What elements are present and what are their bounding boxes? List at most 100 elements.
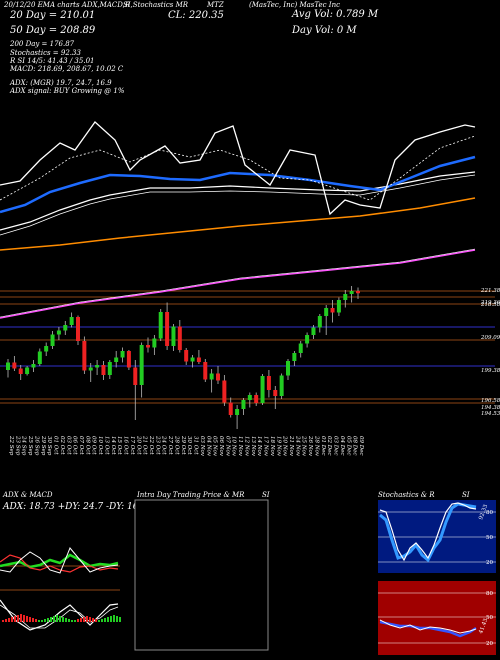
- candle-body: [317, 316, 322, 328]
- date-tick-label: 08 Dec: [352, 436, 358, 456]
- ema50-label: 50 Day = 208.89: [10, 25, 96, 36]
- date-tick-label: 25 Sep: [27, 435, 33, 456]
- date-tick-label: 10 Oct: [97, 436, 103, 455]
- candle-body: [133, 367, 138, 385]
- header-title-mid: SI,Stochastics MR: [123, 1, 189, 9]
- candle-body: [184, 350, 189, 362]
- candle-body: [279, 375, 284, 396]
- date-tick-label: 03 Nov: [199, 436, 205, 457]
- intraday-si: SI: [262, 491, 270, 499]
- candle-body: [12, 362, 17, 369]
- date-tick-label: 24 Nov: [294, 435, 300, 457]
- candle-body: [241, 400, 246, 409]
- date-tick-label: 28 Oct: [173, 435, 179, 455]
- date-tick-label: 02 Oct: [59, 436, 65, 455]
- date-tick-label: 06 Nov: [218, 436, 224, 457]
- day-vol-label: Day Vol: 0 M: [292, 25, 357, 36]
- macd-histogram-bar: [17, 615, 19, 622]
- macd-histogram-bar: [80, 618, 82, 622]
- adx-line: [0, 547, 119, 574]
- macd-histogram-bar: [26, 616, 28, 622]
- ema200-shadow-line: [0, 248, 476, 318]
- date-tick-label: 30 Oct: [186, 436, 192, 455]
- date-tick-label: 04 Dec: [339, 436, 345, 456]
- macd-histogram-bar: [68, 619, 70, 622]
- adx-macd-title: ADX & MACD: [3, 491, 53, 499]
- candle-body: [146, 345, 150, 348]
- price-level-label: 221.38: [480, 288, 500, 294]
- macd-histogram-bar: [47, 618, 49, 622]
- date-tick-label: 03 Oct: [65, 436, 71, 455]
- candle-body: [44, 346, 49, 352]
- candle-body: [63, 325, 68, 331]
- candle-body: [139, 345, 144, 385]
- date-tick-label: 07 Oct: [78, 436, 84, 455]
- candle-body: [222, 380, 227, 403]
- macd-histogram-bar: [20, 614, 22, 622]
- date-tick-label: 07 Nov: [224, 436, 230, 457]
- stoch-si: SI: [462, 491, 470, 499]
- date-tick-label: 09 Oct: [91, 436, 97, 455]
- date-tick-label: 15 Oct: [116, 436, 122, 455]
- adx-plus-line: [0, 553, 119, 569]
- date-tick-label: 09 Dec: [358, 436, 364, 456]
- candle-body: [336, 300, 341, 313]
- macd-histogram-bar: [119, 617, 121, 622]
- rsi-label: R SI 14/5: 41.43 / 35.01: [10, 57, 95, 65]
- macd-histogram-bar: [35, 619, 37, 622]
- macd-histogram-bar: [29, 617, 31, 622]
- date-tick-label: 16 Oct: [123, 436, 129, 455]
- candle-body: [266, 376, 271, 390]
- date-tick-label: 13 Oct: [103, 436, 109, 455]
- adx-values: ADX: 18.73 +DY: 24.7 -DY: 16.91: [3, 502, 153, 512]
- macd-histogram-bar: [110, 616, 112, 622]
- macd-histogram-bar: [59, 616, 61, 622]
- macd-histogram-bar: [95, 619, 97, 622]
- candle-body: [260, 376, 265, 403]
- date-tick-label: 05 Nov: [212, 436, 218, 457]
- candle-body: [298, 343, 303, 353]
- date-tick-label: 17 Oct: [129, 436, 135, 455]
- candle-body: [25, 367, 30, 374]
- date-tick-label: 04 Nov: [205, 436, 211, 457]
- macd-histogram-bar: [2, 620, 4, 622]
- ema20-label: 20 Day = 210.01: [10, 10, 96, 21]
- date-tick-label: 01 Dec: [320, 436, 326, 456]
- stoch-label: Stochastics = 92.33: [10, 49, 81, 57]
- candle-body: [37, 351, 42, 364]
- macd-histogram-bar: [101, 619, 103, 622]
- candle-body: [82, 341, 87, 371]
- main-price-chart: 221.38219.36218.58209.09199.38196.58194.…: [0, 121, 500, 457]
- date-tick-label: 10 Nov: [231, 436, 237, 457]
- stoch-value-label: 92.33: [478, 503, 489, 520]
- ema100-line: [0, 197, 476, 251]
- macd-histogram-bar: [71, 620, 73, 622]
- ema200-line: [0, 249, 476, 319]
- candle-body: [50, 334, 55, 346]
- date-tick-label: 20 Oct: [135, 435, 141, 455]
- candle-body: [69, 317, 74, 325]
- rsi-signal-line: [379, 619, 477, 634]
- candle-body: [6, 362, 10, 370]
- date-tick-label: 17 Nov: [263, 436, 269, 457]
- candle-body: [349, 291, 354, 294]
- price-level-label: 209.09: [480, 335, 500, 341]
- candle-body: [216, 373, 220, 381]
- candle-body: [165, 312, 170, 346]
- candle-body: [95, 365, 100, 368]
- candle-body: [107, 362, 112, 375]
- price-level-label: 194.53: [481, 411, 500, 417]
- smoothed-dotted-line: [0, 135, 476, 201]
- date-tick-label: 06 Oct: [72, 436, 78, 455]
- date-tick-label: 29 Sep: [40, 435, 46, 456]
- macd-histogram-bar: [53, 616, 55, 622]
- candle-body: [171, 326, 176, 346]
- macd-histogram-bar: [5, 619, 7, 622]
- date-tick-label: 22 Sep: [8, 435, 14, 456]
- date-tick-label: 22 Oct: [148, 435, 154, 455]
- candle-body: [203, 362, 208, 380]
- avg-vol-label: Avg Vol: 0.789 M: [292, 9, 379, 20]
- candle-body: [343, 294, 348, 300]
- date-tick-label: 29 Oct: [180, 435, 186, 455]
- date-tick-label: 23 Sep: [14, 435, 20, 456]
